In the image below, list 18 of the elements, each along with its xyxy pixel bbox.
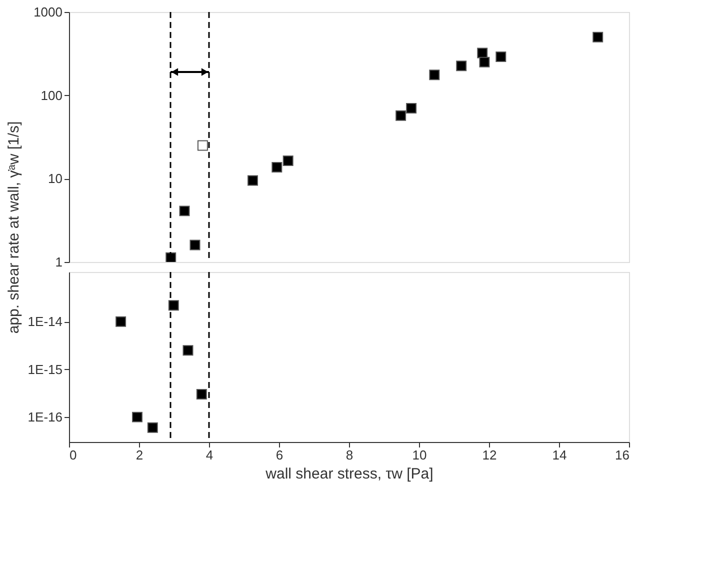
y-tick-label: 1E-14 (28, 314, 62, 330)
y-tick-label: 10 (48, 171, 62, 186)
y-tick-label: 1E-15 (28, 362, 62, 377)
y-tick-label: 100 (40, 88, 62, 103)
x-tick-label: 12 (482, 448, 497, 462)
y-tick-label: 1 (55, 254, 62, 270)
x-tick-label: 10 (412, 448, 427, 462)
x-tick-label: 0 (70, 448, 77, 462)
x-tick-label: 8 (346, 448, 354, 462)
x-tick-label: 2 (136, 448, 144, 462)
x-tick-label: 16 (615, 448, 630, 462)
x-tick-label: 4 (206, 448, 214, 462)
y-axis-title: app. shear rate at wall, γ̇ᵃw [1/s] (6, 121, 23, 334)
x-axis-title: wall shear stress, τw [Pa] (264, 466, 434, 482)
x-tick-label: 6 (276, 448, 284, 462)
x-tick-label: 14 (552, 448, 567, 462)
y-tick-label: 1000 (34, 4, 62, 20)
y-tick-label: 1E-16 (28, 410, 62, 425)
